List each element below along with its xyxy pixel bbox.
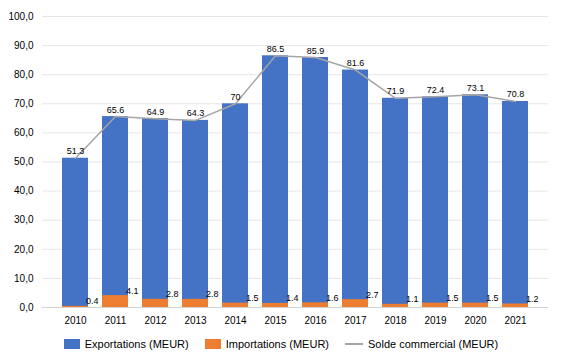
html-text:Exportations (MEUR): Exportations (MEUR) (84, 338, 189, 350)
svg-text:2012: 2012 (144, 315, 167, 326)
svg-text:50,0: 50,0 (14, 156, 34, 167)
svg-text:70: 70 (230, 92, 240, 102)
svg-text:2.8: 2.8 (206, 289, 219, 299)
svg-text:2.8: 2.8 (166, 289, 179, 299)
svg-text:2021: 2021 (504, 315, 527, 326)
svg-text:2015: 2015 (264, 315, 287, 326)
svg-text:64.9: 64.9 (147, 107, 165, 117)
svg-text:64.3: 64.3 (187, 108, 205, 118)
svg-text:2.7: 2.7 (366, 290, 379, 300)
svg-text:72.4: 72.4 (427, 85, 445, 95)
svg-text:0.4: 0.4 (86, 296, 99, 306)
svg-text:1.4: 1.4 (286, 293, 299, 303)
svg-text:2018: 2018 (384, 315, 407, 326)
svg-text:4.1: 4.1 (126, 286, 139, 296)
svg-text:10,0: 10,0 (14, 273, 34, 284)
svg-text:80,0: 80,0 (14, 69, 34, 80)
html-text:Solde commercial (MEUR): Solde commercial (MEUR) (368, 338, 499, 350)
svg-text:2020: 2020 (464, 315, 487, 326)
svg-text:2014: 2014 (224, 315, 247, 326)
svg-text:1.5: 1.5 (246, 293, 259, 303)
svg-text:2011: 2011 (105, 315, 127, 326)
svg-text:51.3: 51.3 (67, 146, 85, 156)
svg-text:100,0: 100,0 (8, 11, 33, 22)
svg-text:0,0: 0,0 (20, 302, 34, 313)
svg-text:60,0: 60,0 (14, 127, 34, 138)
svg-text:1.5: 1.5 (446, 293, 459, 303)
svg-text:1.6: 1.6 (326, 293, 339, 303)
svg-text:2013: 2013 (184, 315, 207, 326)
svg-text:70.8: 70.8 (507, 89, 525, 99)
svg-text:86.5: 86.5 (267, 44, 285, 54)
svg-text:1.1: 1.1 (406, 294, 419, 304)
svg-text:2019: 2019 (424, 315, 447, 326)
svg-text:73.1: 73.1 (467, 83, 485, 93)
svg-text:90,0: 90,0 (14, 40, 34, 51)
svg-text:30,0: 30,0 (14, 214, 34, 225)
svg-text:70,0: 70,0 (14, 98, 34, 109)
svg-text:40,0: 40,0 (14, 185, 34, 196)
svg-text:1.5: 1.5 (486, 293, 499, 303)
svg-text:85.9: 85.9 (307, 46, 325, 56)
svg-text:20,0: 20,0 (14, 244, 34, 255)
html-text:Importations (MEUR): Importations (MEUR) (225, 338, 329, 350)
svg-text:1.2: 1.2 (526, 294, 539, 304)
svg-text:65.6: 65.6 (107, 105, 125, 115)
svg-text:2017: 2017 (344, 315, 367, 326)
svg-text:71.9: 71.9 (387, 86, 405, 96)
svg-text:2010: 2010 (64, 315, 87, 326)
svg-text:2016: 2016 (304, 315, 327, 326)
svg-text:81.6: 81.6 (347, 58, 365, 68)
